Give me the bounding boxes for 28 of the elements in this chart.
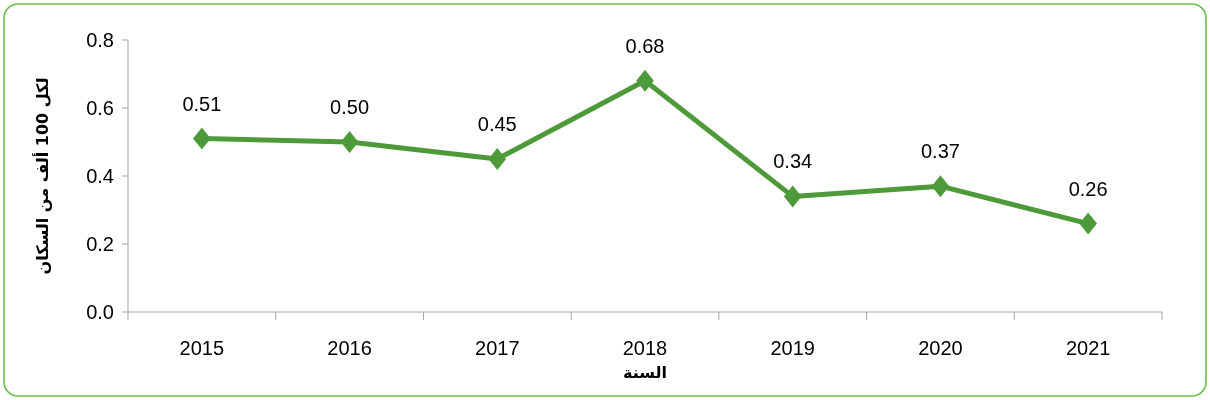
- y-tick-label: 0.4: [86, 165, 114, 187]
- point: [636, 69, 654, 92]
- data-label: 0.45: [477, 113, 517, 135]
- y-tick-label: 0.6: [86, 97, 114, 119]
- x-tick-label: 2018: [622, 337, 668, 359]
- data-label: 0.34: [773, 150, 813, 173]
- x-axis-title: السنة: [622, 363, 668, 382]
- data-label: 0.50: [330, 96, 370, 118]
- y-tick-label: 0.0: [86, 301, 114, 323]
- x-tick-label: 2021: [1065, 337, 1111, 359]
- point: [783, 185, 802, 208]
- point: [193, 127, 211, 150]
- x-tick-label: 2017: [475, 337, 520, 359]
- y-axis-title: لكل 100 ألف من السكان: [32, 77, 52, 275]
- point: [488, 148, 507, 170]
- point: [931, 175, 950, 198]
- x-tick-label: 2020: [918, 337, 963, 359]
- data-label: 0.37: [920, 140, 960, 163]
- y-tick-label: 0.2: [86, 233, 114, 255]
- data-label: 0.51: [182, 92, 222, 115]
- point: [1079, 212, 1097, 235]
- x-tick-label: 2016: [327, 337, 372, 359]
- x-tick-label: 2015: [179, 337, 225, 359]
- data-label: 0.26: [1068, 177, 1108, 200]
- y-tick-label: 0.8: [86, 29, 114, 51]
- data-label: 0.68: [625, 34, 665, 57]
- point: [340, 131, 359, 153]
- x-tick-label: 2019: [770, 337, 815, 359]
